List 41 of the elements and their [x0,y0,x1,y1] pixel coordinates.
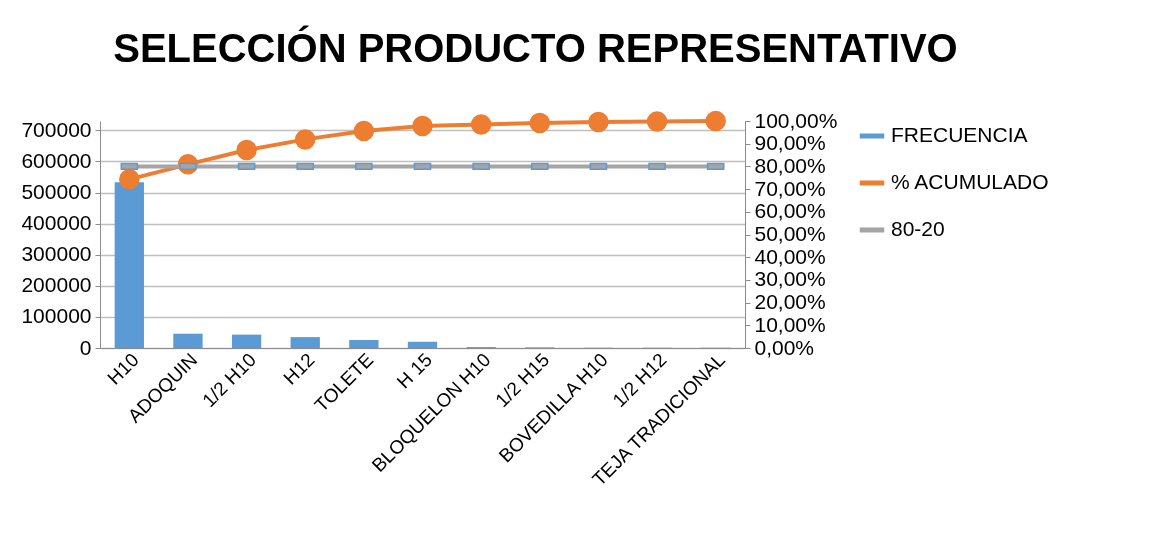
legend-label: FRECUENCIA [891,123,1028,146]
bar [231,334,262,348]
y-tick-label: 0 [79,335,92,359]
bar [173,333,203,348]
point [470,114,492,135]
legend-label: 80-20 [891,217,945,240]
y-tick-label: 100000 [21,304,92,328]
x-tick-label: 1/2 H10 [198,349,261,411]
y2-tick-label: 40,00% [754,244,826,268]
point [294,129,316,150]
y-tick-label: 400000 [21,211,92,235]
point [119,169,140,190]
point [236,139,257,161]
y2-tick-label: 70,00% [754,176,826,200]
chart-title: SELECCIÓN PRODUCTO REPRESENTATIVO [113,25,958,70]
y-tick-label: 700000 [21,117,92,141]
point [646,111,668,132]
x-tick-label: H12 [279,349,319,389]
y-tick-label: 600000 [21,148,92,172]
y-tick-label: 200000 [21,273,92,297]
y-tick-label: 500000 [21,180,92,204]
point [353,120,375,142]
bar [407,341,438,348]
y2-tick-label: 90,00% [754,131,826,155]
bar [114,182,144,348]
y2-tick-label: 10,00% [754,312,826,336]
y2-tick-label: 100,00% [754,108,838,132]
point [705,110,726,132]
y2-tick-label: 20,00% [754,290,826,314]
bar [349,339,379,348]
y2-tick-label: 50,00% [754,222,826,245]
legend-label: % ACUMULADO [891,170,1049,193]
y-tick-label: 300000 [21,242,92,266]
y2-tick-label: 0,00% [754,335,815,359]
point [412,115,433,137]
y2-tick-label: 80,00% [754,153,826,177]
y2-tick-label: 60,00% [754,199,826,223]
bar [290,337,320,348]
point [588,111,609,133]
y2-tick-label: 30,00% [754,267,826,291]
point [529,112,551,134]
